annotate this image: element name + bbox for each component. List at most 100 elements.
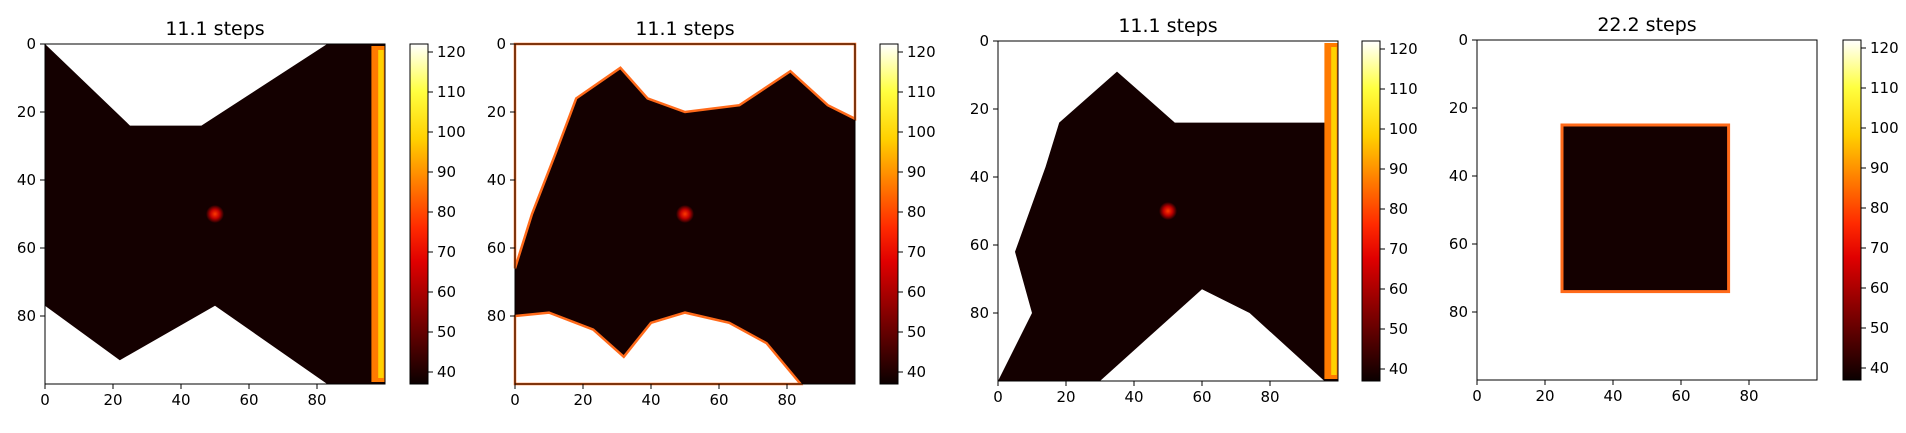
colorbar-tick-label: 80 (1870, 199, 1889, 217)
colorbar-tick-label: 40 (907, 363, 926, 381)
y-tick-label: 20 (487, 103, 506, 121)
x-tick-label: 40 (171, 391, 190, 409)
x-tick-label: 60 (239, 391, 258, 409)
axes-frame (1476, 39, 1818, 381)
x-tick-label: 0 (40, 391, 50, 409)
axes-frame (997, 40, 1339, 382)
colorbar-tick-label: 90 (437, 163, 456, 181)
colorbar-tick-label: 110 (1870, 79, 1899, 97)
colorbar-tick-label: 100 (1389, 120, 1418, 138)
colorbar-tick-label: 110 (437, 83, 466, 101)
chart-title: 11.1 steps (635, 18, 734, 40)
x-tick-label: 80 (307, 391, 326, 409)
colorbar-tick-label: 60 (1870, 279, 1889, 297)
y-tick-label: 0 (979, 32, 989, 50)
colorbar-tick-label: 70 (437, 243, 456, 261)
colorbar-tick-label: 70 (1870, 239, 1889, 257)
heatmap-source-point (676, 205, 694, 223)
y-tick-label: 40 (17, 171, 36, 189)
y-tick-label: 60 (487, 239, 506, 257)
colorbar-tick-label: 70 (1389, 240, 1408, 258)
heatmap-empty-region (45, 305, 328, 384)
colorbar-tick-label: 40 (437, 363, 456, 381)
x-tick-label: 60 (1192, 388, 1211, 406)
colorbar-tick-label: 120 (1389, 40, 1418, 58)
y-tick-label: 20 (1449, 99, 1468, 117)
y-tick-label: 80 (487, 307, 506, 325)
chart-title: 22.2 steps (1597, 14, 1696, 36)
colorbar (1842, 39, 1862, 381)
axes-frame (514, 43, 856, 385)
colorbar-tick-label: 120 (437, 43, 466, 61)
heatmap-empty-region (998, 41, 1338, 381)
heatmap-empty-region (45, 44, 328, 126)
x-tick-label: 80 (777, 391, 796, 409)
colorbar-tick-label: 120 (1870, 39, 1899, 57)
y-tick-label: 40 (970, 168, 989, 186)
heatmap-square-region (1560, 123, 1731, 294)
chart-title: 11.1 steps (1118, 15, 1217, 37)
colorbar-tick-label: 50 (907, 323, 926, 341)
heatmap-empty-region (1100, 289, 1325, 381)
y-tick-label: 0 (496, 35, 506, 53)
heatmap-front-highlight (1331, 47, 1337, 375)
colorbar-tick-label: 80 (907, 203, 926, 221)
colorbar-tick-label: 60 (437, 283, 456, 301)
colorbar-tick-label: 50 (1389, 320, 1408, 338)
heatmap-source-point (1159, 202, 1177, 220)
y-tick-label: 0 (1458, 31, 1468, 49)
colorbar-tick-label: 120 (907, 43, 936, 61)
colorbar-tick-label: 100 (907, 123, 936, 141)
colorbar (409, 43, 429, 385)
colorbar-tick-label: 70 (907, 243, 926, 261)
colorbar-tick-label: 60 (907, 283, 926, 301)
y-tick-label: 40 (1449, 167, 1468, 185)
colorbar (879, 43, 899, 385)
y-tick-label: 60 (970, 236, 989, 254)
y-tick-label: 60 (1449, 235, 1468, 253)
chart-panel-2: 11.1 steps 0 20 40 60 80 0 20 40 60 80 40 50 60 70 80 90… (487, 18, 936, 409)
axes-frame (44, 43, 386, 385)
x-tick-label: 20 (1056, 388, 1075, 406)
colorbar-tick-label: 50 (1870, 319, 1889, 337)
chart-panel-3: 11.1 steps 0 20 40 60 80 0 20 40 60 80 40 50 60 70 80 90… (970, 15, 1418, 406)
y-tick-label: 20 (17, 103, 36, 121)
x-tick-label: 20 (1535, 387, 1554, 405)
x-tick-label: 0 (1472, 387, 1482, 405)
colorbar-tick-label: 100 (1870, 119, 1899, 137)
colorbar-tick-label: 80 (437, 203, 456, 221)
chart-title: 11.1 steps (165, 18, 264, 40)
colorbar (1361, 40, 1381, 382)
colorbar-tick-label: 50 (437, 323, 456, 341)
x-tick-label: 40 (641, 391, 660, 409)
y-tick-label: 60 (17, 239, 36, 257)
x-tick-label: 80 (1260, 388, 1279, 406)
colorbar-tick-label: 90 (1870, 159, 1889, 177)
x-tick-label: 60 (709, 391, 728, 409)
heatmap-empty-region (513, 42, 857, 269)
y-tick-label: 80 (17, 307, 36, 325)
x-tick-label: 80 (1739, 387, 1758, 405)
y-tick-label: 20 (970, 100, 989, 118)
chart-panel-4: 22.2 steps 0 20 40 60 80 0 20 40 60 80 40 50 60 70 80 90… (1449, 14, 1899, 405)
x-tick-label: 0 (993, 388, 1003, 406)
y-tick-label: 80 (1449, 303, 1468, 321)
y-tick-label: 0 (26, 35, 36, 53)
x-tick-label: 0 (510, 391, 520, 409)
chart-panel-1: 11.1 steps 0 20 40 60 80 0 20 40 60 80 40 50 60 70 80 90… (17, 18, 466, 409)
x-tick-label: 20 (573, 391, 592, 409)
colorbar-tick-label: 40 (1389, 360, 1408, 378)
colorbar-tick-label: 90 (907, 163, 926, 181)
colorbar-tick-label: 90 (1389, 160, 1408, 178)
heatmap-front-highlight (378, 50, 384, 378)
y-tick-label: 80 (970, 304, 989, 322)
colorbar-tick-label: 110 (1389, 80, 1418, 98)
x-tick-label: 40 (1603, 387, 1622, 405)
x-tick-label: 60 (1671, 387, 1690, 405)
colorbar-tick-label: 80 (1389, 200, 1408, 218)
colorbar-tick-label: 100 (437, 123, 466, 141)
colorbar-tick-label: 60 (1389, 280, 1408, 298)
colorbar-tick-label: 40 (1870, 359, 1889, 377)
colorbar-tick-label: 110 (907, 83, 936, 101)
